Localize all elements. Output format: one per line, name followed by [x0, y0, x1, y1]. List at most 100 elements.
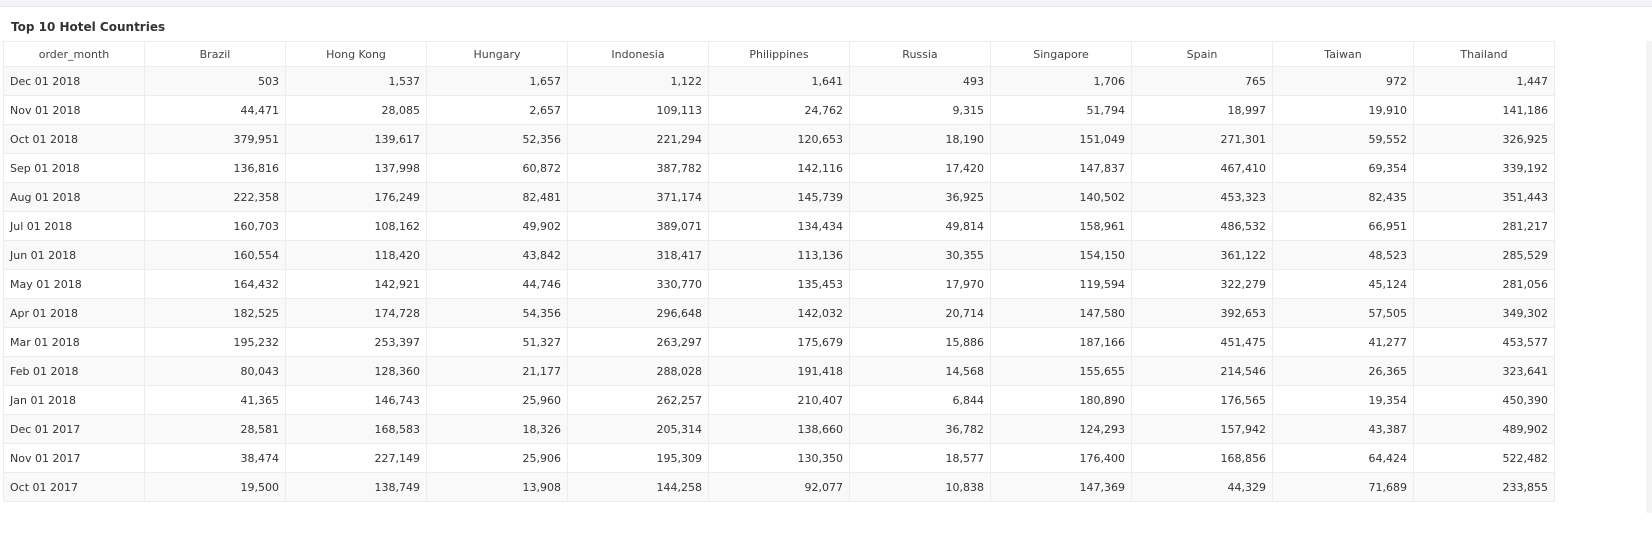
vertical-scrollbar[interactable]: [1646, 41, 1652, 513]
table-cell: 2,657: [426, 95, 568, 125]
header-row: order_month Brazil Hong Kong Hungary Indones…: [3, 41, 1555, 67]
row-month-cell: Aug 01 2018: [3, 182, 145, 212]
column-header-singapore[interactable]: Singapore: [990, 41, 1132, 67]
table-cell: 253,397: [285, 327, 427, 357]
table-cell: 82,435: [1272, 182, 1414, 212]
table-cell: 139,617: [285, 124, 427, 154]
column-header-philippines[interactable]: Philippines: [708, 41, 850, 67]
table-cell: 210,407: [708, 385, 850, 415]
column-header-thailand[interactable]: Thailand: [1413, 41, 1555, 67]
table-cell: 151,049: [990, 124, 1132, 154]
table-cell: 285,529: [1413, 240, 1555, 270]
table-cell: 387,782: [567, 153, 709, 183]
table-cell: 221,294: [567, 124, 709, 154]
table-cell: 13,908: [426, 472, 568, 502]
table-cell: 41,365: [144, 385, 286, 415]
column-header-hungary[interactable]: Hungary: [426, 41, 568, 67]
table-cell: 69,354: [1272, 153, 1414, 183]
table-cell: 9,315: [849, 95, 991, 125]
table-cell: 141,186: [1413, 95, 1555, 125]
table-cell: 30,355: [849, 240, 991, 270]
table-row: Sep 01 2018 136,816 137,998 60,872 387,782 14…: [3, 153, 1555, 183]
table-cell: 6,844: [849, 385, 991, 415]
table-cell: 51,794: [990, 95, 1132, 125]
table-cell: 214,546: [1131, 356, 1273, 386]
table-cell: 54,356: [426, 298, 568, 328]
table-cell: 371,174: [567, 182, 709, 212]
table-cell: 17,970: [849, 269, 991, 299]
table-cell: 92,077: [708, 472, 850, 502]
column-header-russia[interactable]: Russia: [849, 41, 991, 67]
row-month-cell: Nov 01 2017: [3, 443, 145, 473]
table-cell: 330,770: [567, 269, 709, 299]
table-cell: 187,166: [990, 327, 1132, 357]
table-row: Aug 01 2018 222,358 176,249 82,481 371,174 14…: [3, 182, 1555, 212]
table-row: Oct 01 2018 379,951 139,617 52,356 221,294 12…: [3, 124, 1555, 154]
table-cell: 28,581: [144, 414, 286, 444]
column-header-spain[interactable]: Spain: [1131, 41, 1273, 67]
table-cell: 361,122: [1131, 240, 1273, 270]
table-cell: 44,471: [144, 95, 286, 125]
table-cell: 49,814: [849, 211, 991, 241]
table-cell: 36,925: [849, 182, 991, 212]
table-cell: 379,951: [144, 124, 286, 154]
table-cell: 296,648: [567, 298, 709, 328]
table-cell: 25,906: [426, 443, 568, 473]
table-cell: 453,323: [1131, 182, 1273, 212]
column-header-hong-kong[interactable]: Hong Kong: [285, 41, 427, 67]
row-month-cell: Oct 01 2018: [3, 124, 145, 154]
row-month-cell: Jul 01 2018: [3, 211, 145, 241]
table-cell: 175,679: [708, 327, 850, 357]
table-cell: 19,354: [1272, 385, 1414, 415]
table-cell: 168,856: [1131, 443, 1273, 473]
table-cell: 17,420: [849, 153, 991, 183]
table-cell: 64,424: [1272, 443, 1414, 473]
table-cell: 158,961: [990, 211, 1132, 241]
table-cell: 450,390: [1413, 385, 1555, 415]
table-cell: 136,816: [144, 153, 286, 183]
column-header-brazil[interactable]: Brazil: [144, 41, 286, 67]
table-cell: 182,525: [144, 298, 286, 328]
row-month-cell: Sep 01 2018: [3, 153, 145, 183]
row-month-cell: Nov 01 2018: [3, 95, 145, 125]
table-cell: 18,577: [849, 443, 991, 473]
table-cell: 195,232: [144, 327, 286, 357]
table-cell: 59,552: [1272, 124, 1414, 154]
table-cell: 124,293: [990, 414, 1132, 444]
table-cell: 271,301: [1131, 124, 1273, 154]
table-body: Dec 01 2018 503 1,537 1,657 1,122 1,641 493 1,7…: [3, 66, 1555, 502]
row-month-cell: May 01 2018: [3, 269, 145, 299]
column-header-taiwan[interactable]: Taiwan: [1272, 41, 1414, 67]
top-border: [0, 0, 1652, 7]
row-month-cell: Jan 01 2018: [3, 385, 145, 415]
table-cell: 144,258: [567, 472, 709, 502]
table-cell: 15,886: [849, 327, 991, 357]
table-row: Feb 01 2018 80,043 128,360 21,177 288,028 191…: [3, 356, 1555, 386]
table-cell: 765: [1131, 66, 1273, 96]
table-cell: 222,358: [144, 182, 286, 212]
table-cell: 164,432: [144, 269, 286, 299]
table-row: Dec 01 2018 503 1,537 1,657 1,122 1,641 493 1,7…: [3, 66, 1555, 96]
table-cell: 41,277: [1272, 327, 1414, 357]
table-cell: 108,162: [285, 211, 427, 241]
table-cell: 174,728: [285, 298, 427, 328]
table-cell: 281,217: [1413, 211, 1555, 241]
table-cell: 10,838: [849, 472, 991, 502]
table-cell: 26,365: [1272, 356, 1414, 386]
table-cell: 191,418: [708, 356, 850, 386]
column-header-indonesia[interactable]: Indonesia: [567, 41, 709, 67]
table-cell: 45,124: [1272, 269, 1414, 299]
table-cell: 18,997: [1131, 95, 1273, 125]
table-cell: 19,500: [144, 472, 286, 502]
table-cell: 154,150: [990, 240, 1132, 270]
table-cell: 57,505: [1272, 298, 1414, 328]
table-cell: 19,910: [1272, 95, 1414, 125]
table-cell: 1,447: [1413, 66, 1555, 96]
table-cell: 176,400: [990, 443, 1132, 473]
column-header-order-month[interactable]: order_month: [3, 41, 145, 67]
table-cell: 137,998: [285, 153, 427, 183]
table-cell: 142,032: [708, 298, 850, 328]
table-cell: 120,653: [708, 124, 850, 154]
table-cell: 262,257: [567, 385, 709, 415]
table-cell: 82,481: [426, 182, 568, 212]
